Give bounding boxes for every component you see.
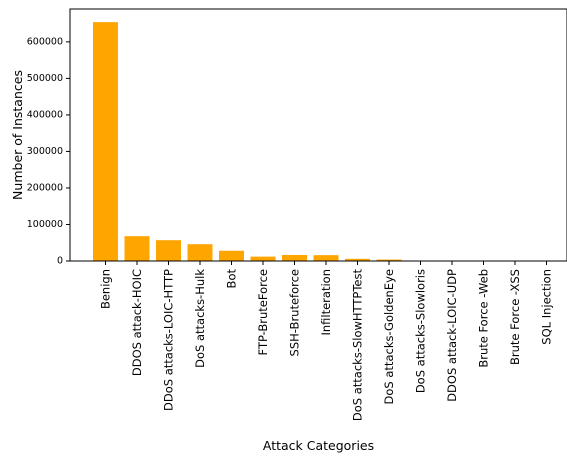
y-tick-label-4: 400000 bbox=[27, 109, 63, 120]
x-tick-label-9: DoS attacks-GoldenEye bbox=[382, 269, 396, 404]
bar-8 bbox=[345, 258, 370, 261]
y-tick-label-2: 200000 bbox=[27, 182, 63, 193]
x-axis: Benign DDOS attack-HOIC DDoS attacks-LOIC-… bbox=[99, 261, 554, 421]
bar-9 bbox=[376, 259, 402, 261]
bar-1 bbox=[124, 236, 150, 261]
bar-2 bbox=[156, 240, 181, 261]
x-tick-label-0: Benign bbox=[99, 269, 113, 309]
x-tick-label-13: Brute Force -XSS bbox=[508, 269, 522, 365]
y-axis: 0 100000 200000 300000 400000 500000 600000 bbox=[27, 36, 70, 267]
x-tick-label-1: DDOS attack-HOIC bbox=[130, 269, 144, 376]
bar-4 bbox=[219, 250, 244, 261]
x-tick-label-2: DDoS attacks-LOIC-HTTP bbox=[162, 269, 176, 411]
x-tick-label-3: DoS attacks-Hulk bbox=[193, 269, 207, 368]
bar-3 bbox=[187, 244, 213, 261]
y-tick-label-6: 600000 bbox=[27, 36, 63, 47]
y-tick-label-3: 300000 bbox=[27, 146, 63, 157]
x-tick-label-4: Bot bbox=[225, 269, 239, 289]
x-tick-label-6: SSH-Bruteforce bbox=[288, 269, 302, 356]
bars-group bbox=[93, 22, 559, 261]
x-tick-label-12: Brute Force -Web bbox=[477, 269, 491, 368]
x-tick-label-10: DoS attacks-Slowloris bbox=[414, 269, 428, 393]
x-tick-label-7: Infilteration bbox=[319, 269, 333, 336]
y-tick-label-1: 100000 bbox=[27, 219, 63, 230]
bar-5 bbox=[250, 256, 276, 261]
bar-7 bbox=[313, 255, 339, 261]
x-tick-label-5: FTP-BruteForce bbox=[256, 269, 270, 355]
x-axis-title: Attack Categories bbox=[263, 438, 374, 453]
y-tick-label-0: 0 bbox=[57, 256, 63, 267]
plot-frame bbox=[69, 8, 567, 262]
bar-6 bbox=[282, 254, 307, 261]
y-tick-label-5: 500000 bbox=[27, 73, 63, 84]
y-axis-title: Number of Instances bbox=[10, 70, 25, 200]
x-tick-label-14: SQL Injection bbox=[540, 269, 554, 345]
bar-0 bbox=[93, 22, 118, 261]
x-tick-label-8: DoS attacks-SlowHTTPTest bbox=[351, 269, 365, 422]
x-tick-label-11: DDOS attack-LOIC-UDP bbox=[445, 269, 459, 402]
